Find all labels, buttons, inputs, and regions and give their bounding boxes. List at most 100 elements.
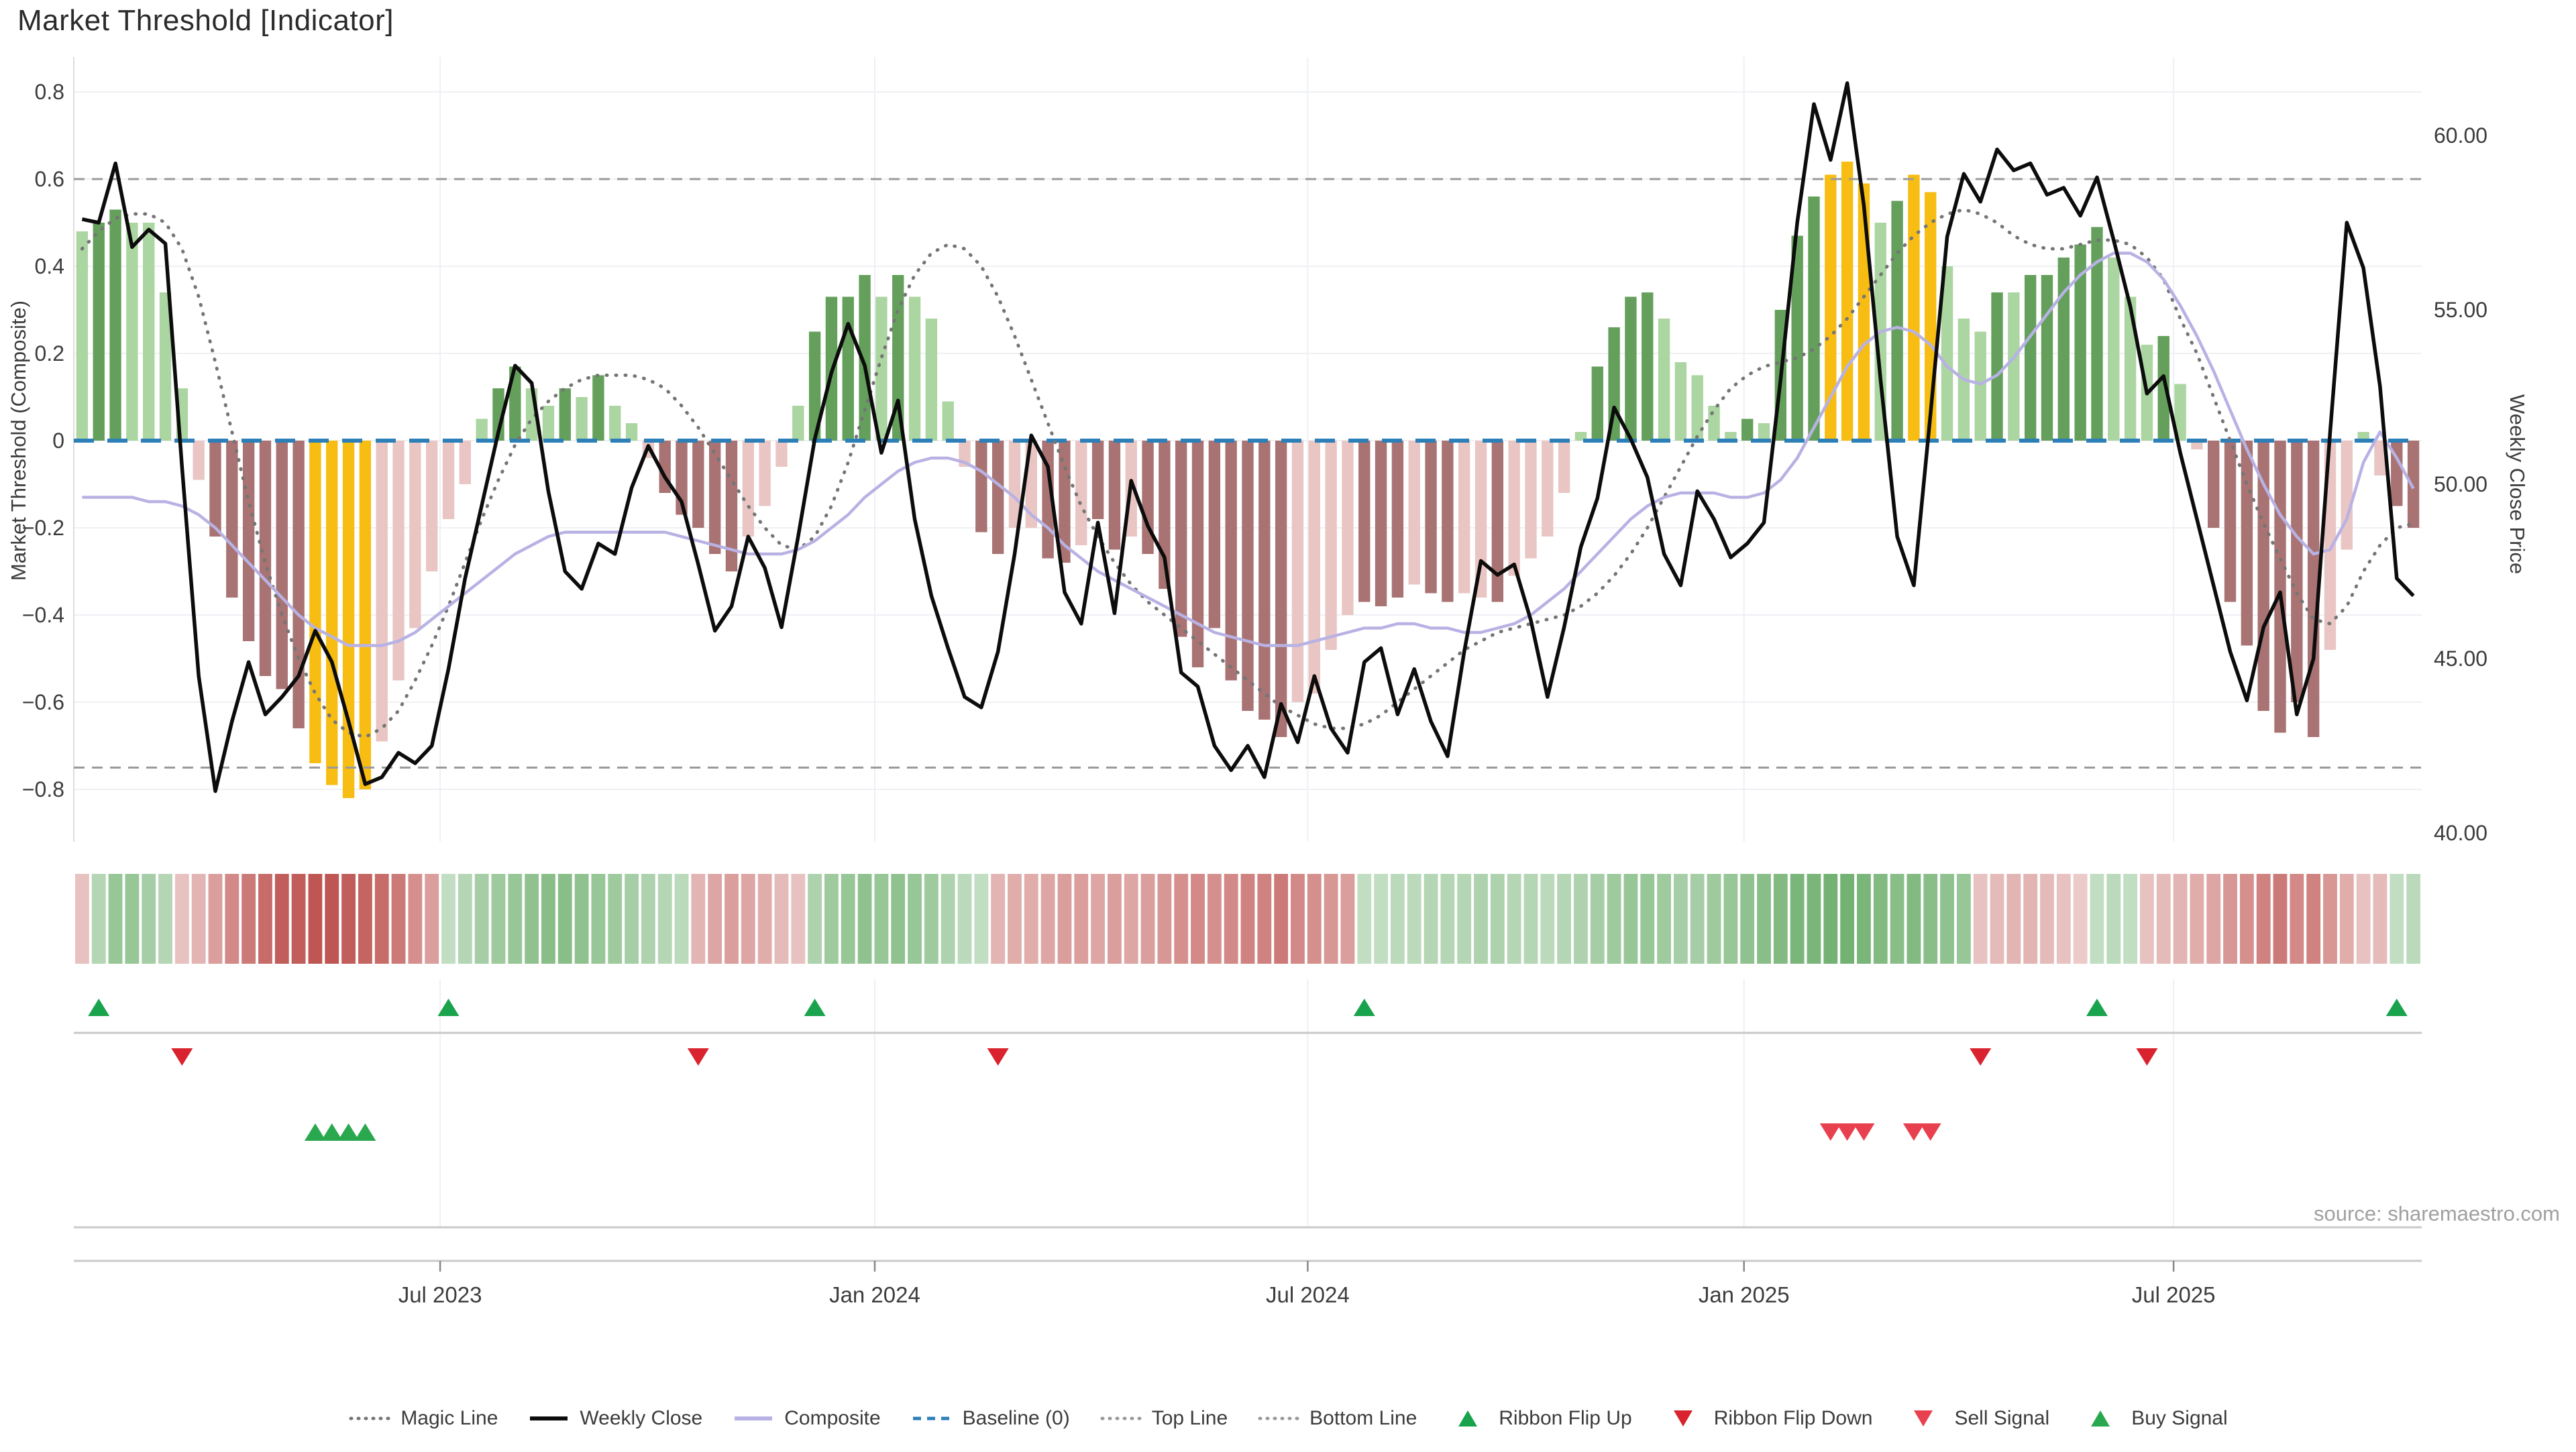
ribbon-cell: [1040, 874, 1055, 964]
x-axis-tick-label: Jan 2025: [1699, 1282, 1790, 1307]
triangle-up-icon: [1458, 1410, 1478, 1427]
ribbon-cell: [1790, 874, 1805, 964]
composite-bar: [1408, 441, 1420, 585]
left-axis-tick-label: 0: [52, 429, 64, 453]
composite-bar: [942, 401, 954, 441]
legend-item-composite: Composite: [732, 1407, 881, 1430]
ribbon-cell: [1440, 874, 1455, 964]
composite-bar: [925, 319, 938, 441]
ribbon-flip-down-icon: [171, 1048, 193, 1066]
composite-bar: [1758, 423, 1770, 441]
dashed-line-icon: [912, 1416, 951, 1420]
ribbon-cell: [541, 874, 555, 964]
composite-bar: [2091, 227, 2103, 441]
ribbon-cell: [91, 874, 106, 964]
ribbon-cell: [1673, 874, 1688, 964]
composite-bar: [359, 441, 372, 789]
left-axis-tick-label: −0.4: [22, 603, 64, 627]
ribbon-cell: [1307, 874, 1322, 964]
ribbon-cell: [491, 874, 506, 964]
right-axis-tick-label: 55.00: [2434, 298, 2487, 322]
composite-bar: [209, 441, 221, 537]
composite-bar: [2174, 384, 2186, 441]
ribbon-cell: [974, 874, 989, 964]
ribbon-flip-down-icon: [1970, 1048, 1992, 1066]
ribbon-cell: [1873, 874, 1888, 964]
sell-signal-icon: [1919, 1123, 1941, 1141]
left-axis-tick-label: −0.8: [22, 777, 64, 801]
ribbon-cell: [991, 874, 1006, 964]
ribbon-cell: [741, 874, 755, 964]
composite-bar: [242, 441, 255, 641]
ribbon-cell: [1707, 874, 1721, 964]
composite-bar: [1908, 174, 1920, 441]
x-axis-tick-label: Jul 2024: [1266, 1282, 1350, 1307]
ribbon-cell: [1907, 874, 1921, 964]
ribbon-cell: [1424, 874, 1438, 964]
ribbon-flip-down-icon: [2136, 1048, 2158, 1066]
ribbon-cell: [2306, 874, 2321, 964]
ribbon-cell: [2090, 874, 2104, 964]
composite-bar: [126, 223, 138, 441]
left-axis-tick-label: 0.4: [35, 254, 64, 278]
composite-bar: [792, 406, 804, 441]
ribbon-cell: [291, 874, 306, 964]
ribbon-cell: [158, 874, 172, 964]
composite-bar: [76, 231, 89, 441]
composite-bar: [193, 441, 205, 480]
ribbon-cell: [2390, 874, 2404, 964]
ribbon-cell: [2406, 874, 2420, 964]
ribbon-cell: [1157, 874, 1172, 964]
composite-bar: [1442, 441, 1454, 602]
composite-bar: [892, 275, 904, 441]
composite-bar: [725, 441, 738, 571]
composite-bar: [2357, 432, 2369, 441]
composite-bar: [2391, 441, 2403, 506]
composite-bar: [1691, 375, 1703, 441]
composite-bar: [392, 441, 405, 681]
composite-bar: [1308, 441, 1320, 693]
left-axis-tick-label: −0.6: [22, 690, 64, 714]
buy-signal-icon: [304, 1123, 326, 1141]
composite-bar: [991, 441, 1004, 554]
ribbon-cell: [391, 874, 406, 964]
composite-bar: [1342, 441, 1354, 615]
sell-signal-icon: [1853, 1123, 1875, 1141]
ribbon-cell: [608, 874, 623, 964]
right-axis-tick-label: 40.00: [2434, 821, 2487, 845]
ribbon-cell: [1757, 874, 1771, 964]
ribbon-cell: [1840, 874, 1855, 964]
x-axis-tick-label: Jul 2025: [2132, 1282, 2216, 1307]
composite-bar: [109, 209, 121, 441]
composite-bar: [1642, 292, 1654, 441]
ribbon-cell: [108, 874, 123, 964]
composite-bar: [2291, 441, 2303, 702]
composite-bar: [842, 296, 854, 441]
ribbon-cell: [1474, 874, 1488, 964]
composite-bar: [459, 441, 472, 484]
composite-bar: [742, 441, 755, 537]
composite-bar: [908, 296, 921, 441]
ribbon-cell: [1523, 874, 1538, 964]
composite-bar: [1841, 162, 1854, 441]
ribbon-cell: [708, 874, 722, 964]
composite-bar: [1191, 441, 1204, 667]
ribbon-cell: [2173, 874, 2188, 964]
right-axis-tick-label: 45.00: [2434, 647, 2487, 671]
composite-bar: [1325, 441, 1337, 650]
ribbon-cell: [258, 874, 272, 964]
ribbon-cell: [241, 874, 256, 964]
ribbon-cell: [2023, 874, 2038, 964]
composite-bar: [292, 441, 305, 728]
composite-bar: [159, 292, 172, 441]
ribbon-cell: [2123, 874, 2138, 964]
ribbon-cell: [2056, 874, 2071, 964]
composite-bar: [1491, 441, 1504, 602]
ribbon-cell: [757, 874, 772, 964]
ribbon-cell: [1490, 874, 1505, 964]
composite-bars: [76, 162, 2420, 798]
ribbon-cell: [2190, 874, 2204, 964]
ribbon-cell: [808, 874, 822, 964]
composite-bar: [1291, 441, 1304, 702]
